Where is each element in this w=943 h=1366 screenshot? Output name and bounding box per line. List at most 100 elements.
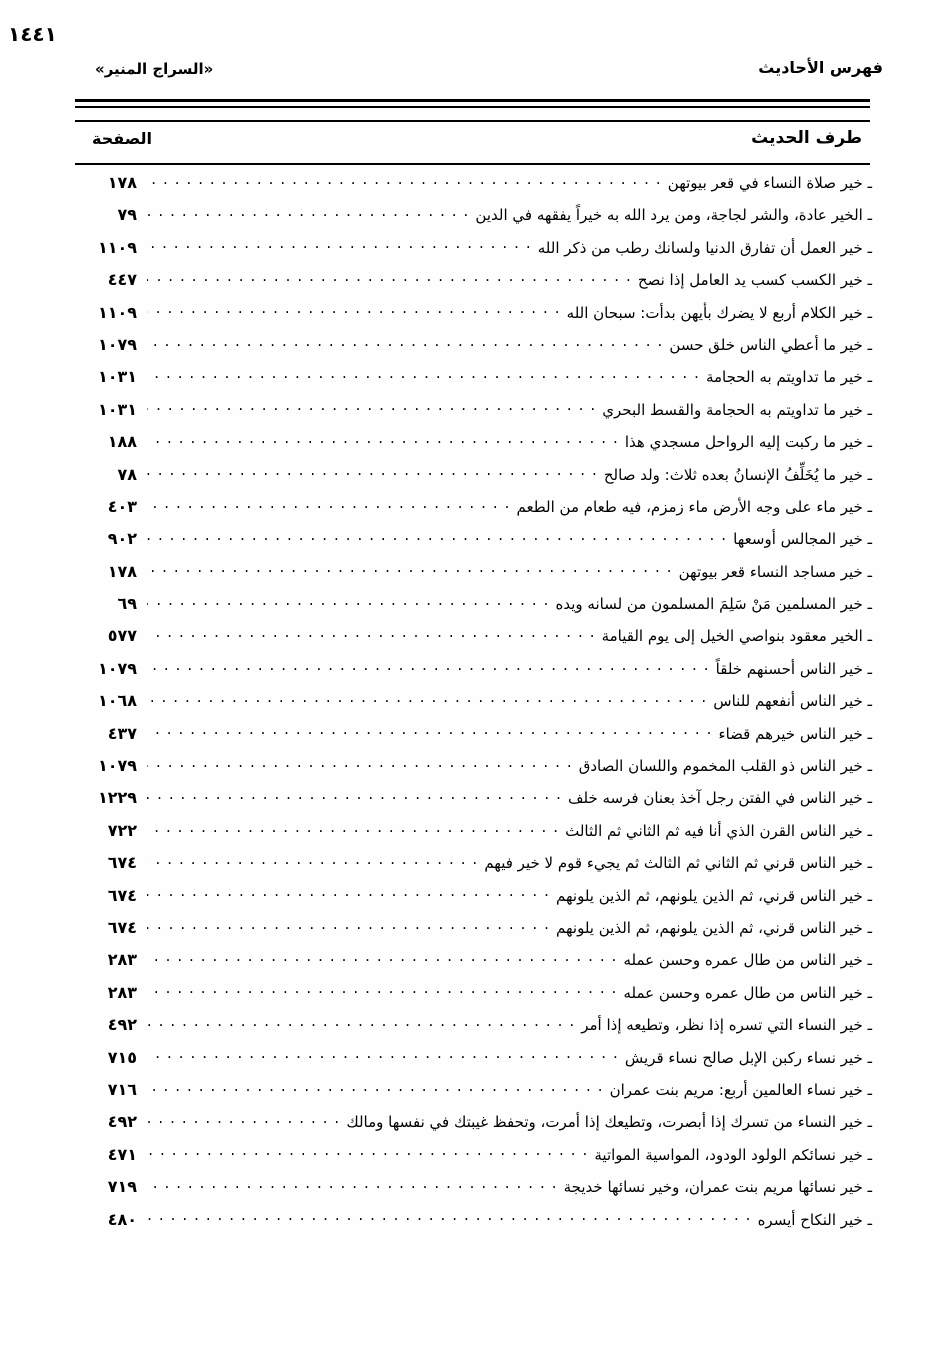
index-entry-row: ـ خير الناس خيرهم قضاء ٤٣٧ <box>75 723 875 755</box>
dot-leader <box>147 172 662 188</box>
dot-leader <box>147 334 663 350</box>
index-entry-row: ـ خير مساجد النساء قعر بيوتهن ١٧٨ <box>75 561 875 593</box>
index-entry-page-number: ٢٨٣ <box>107 982 137 1002</box>
dot-leader <box>147 690 707 706</box>
index-entry-page-number: ٦٧٤ <box>107 917 137 937</box>
index-entry-row: ـ خير ما يُخَلِّفُ الإنسانُ بعده ثلاث: و… <box>75 464 875 496</box>
column-header-page: الصفحة <box>92 129 153 148</box>
index-entry-hadith-text: ـ خير الناس من طال عمره وحسن عمله <box>623 951 872 970</box>
index-entry-hadith-text: ـ خير نسائكم الولود الودود، المواسية الم… <box>594 1145 872 1164</box>
table-column-headers: طرف الحديث الصفحة <box>75 128 870 158</box>
index-entry-page-number: ١٧٨ <box>107 173 137 192</box>
index-entry-hadith-text: ـ خير الناس القرن الذي أنا فيه ثم الثاني… <box>565 821 872 840</box>
index-entry-hadith-text: ـ خير الناس قرني ثم الثاني ثم الثالث ثم … <box>484 854 872 873</box>
index-entry-page-number: ١٢٢٩ <box>97 788 137 808</box>
dot-leader <box>147 1209 752 1225</box>
index-entry-row: ـ خير المسلمين مَنْ سَلِمَ المسلمون من ل… <box>75 593 875 625</box>
index-entry-page-number: ٤٩٢ <box>107 1015 137 1035</box>
index-entry-page-number: ١١٠٩ <box>97 237 137 257</box>
index-entry-hadith-text: ـ الخير عادة، والشر لجاجة، ومن يرد الله … <box>475 206 872 225</box>
index-entry-hadith-text: ـ خير المجالس أوسعها <box>733 530 872 549</box>
index-entry-row: ـ خير ما أعطي الناس خلق حسن ١٠٧٩ <box>75 334 875 366</box>
index-entry-page-number: ٦٩ <box>117 594 137 614</box>
dot-leader <box>147 787 562 803</box>
index-entry-hadith-text: ـ خير الكلام أربع لا يضرك بأيهن بدأت: سب… <box>566 303 872 322</box>
header-rule-second <box>75 106 870 108</box>
index-entry-row: ـ خير الناس قرني، ثم الذين يلونهم، ثم ال… <box>75 917 875 949</box>
index-entry-page-number: ٤٩٢ <box>107 1112 137 1132</box>
dot-leader <box>147 593 550 609</box>
index-entry-row: ـ خير الناس قرني، ثم الذين يلونهم، ثم ال… <box>75 885 875 917</box>
dot-leader <box>147 237 532 253</box>
index-entry-hadith-text: ـ خير ما يُخَلِّفُ الإنسانُ بعده ثلاث: و… <box>603 465 872 484</box>
index-entry-hadith-text: ـ خير نسائها مريم بنت عمران، وخير نسائها… <box>563 1178 872 1197</box>
index-entry-page-number: ٤٤٧ <box>107 270 137 290</box>
index-entry-row: ـ خير الناس من طال عمره وحسن عمله ٢٨٣ <box>75 949 875 981</box>
index-entry-hadith-text: ـ خير ما تداويتم به الحجامة والقسط البحر… <box>602 400 872 419</box>
index-entry-row: ـ خير نسائها مريم بنت عمران، وخير نسائها… <box>75 1176 875 1208</box>
index-entry-row: ـ خير العمل أن تفارق الدنيا ولسانك رطب م… <box>75 237 875 269</box>
dot-leader <box>147 1079 604 1095</box>
index-entry-hadith-text: ـ خير النكاح أيسره <box>757 1210 872 1229</box>
index-entry-page-number: ٤٧١ <box>107 1144 137 1164</box>
index-entry-page-number: ١٧٨ <box>107 561 137 581</box>
index-entry-hadith-text: ـ خير النساء من تسرك إذا أبصرت، وتطيعك إ… <box>346 1113 872 1132</box>
index-entry-page-number: ٩٠٢ <box>107 529 137 549</box>
dot-leader <box>147 528 727 544</box>
index-entry-row: ـ خير الناس في الفتن رجل آخذ بعنان فرسه … <box>75 787 875 819</box>
index-entry-page-number: ٥٧٧ <box>107 626 137 646</box>
index-entry-page-number: ٤٣٧ <box>107 723 137 743</box>
index-entry-hadith-text: ـ خير ما ركبت إليه الرواحل مسجدي هذا <box>624 433 872 452</box>
running-head: فهرس الأحاديث «السراج المنير» <box>40 58 903 92</box>
dot-leader <box>147 949 617 965</box>
index-entry-page-number: ٧١٦ <box>107 1079 137 1099</box>
dot-leader <box>147 625 596 641</box>
dot-leader <box>147 204 469 220</box>
column-header-hadith: طرف الحديث <box>751 128 862 148</box>
dot-leader <box>147 917 550 933</box>
dot-leader <box>147 561 673 577</box>
dot-leader <box>147 496 511 512</box>
index-entry-row: ـ الخير عادة، والشر لجاجة، ومن يرد الله … <box>75 204 875 236</box>
index-entry-page-number: ٧٨ <box>117 464 137 484</box>
index-entry-row: ـ خير ما ركبت إليه الرواحل مسجدي هذا ١٨٨ <box>75 431 875 463</box>
dot-leader <box>147 852 478 868</box>
index-entry-hadith-text: ـ خير المسلمين مَنْ سَلِمَ المسلمون من ل… <box>555 595 873 614</box>
index-entry-page-number: ٧١٥ <box>107 1047 137 1067</box>
index-entry-row: ـ خير صلاة النساء في قعر بيوتهن ١٧٨ <box>75 172 875 204</box>
index-entry-row: ـ خير ما تداويتم به الحجامة والقسط البحر… <box>75 399 875 431</box>
index-entry-hadith-text: ـ الخير معقود بنواصي الخيل إلى يوم القيا… <box>601 627 872 646</box>
index-entry-page-number: ١٠٣١ <box>97 399 137 419</box>
index-entry-hadith-text: ـ خير ما تداويتم به الحجامة <box>705 368 872 387</box>
index-entry-row: ـ خير نساء ركبن الإبل صالح نساء قريش ٧١٥ <box>75 1047 875 1079</box>
index-entry-hadith-text: ـ خير الناس خيرهم قضاء <box>718 724 872 743</box>
index-entry-hadith-text: ـ خير ماء على وجه الأرض ماء زمزم، فيه طع… <box>516 497 872 516</box>
index-entry-hadith-text: ـ خير الناس أنفعهم للناس <box>713 692 872 711</box>
index-entry-page-number: ١٠٧٩ <box>97 334 137 354</box>
index-entry-row: ـ خير الناس من طال عمره وحسن عمله ٢٨٣ <box>75 982 875 1014</box>
index-entry-page-number: ٧٢٢ <box>107 820 137 840</box>
index-entry-hadith-text: ـ خير ما أعطي الناس خلق حسن <box>669 335 872 354</box>
index-entry-page-number: ١٠٧٩ <box>97 756 137 776</box>
index-entry-hadith-text: ـ خير الناس في الفتن رجل آخذ بعنان فرسه … <box>567 789 872 808</box>
header-rule-bottom <box>75 163 870 165</box>
index-entry-hadith-text: ـ خير صلاة النساء في قعر بيوتهن <box>667 174 872 192</box>
index-entry-hadith-text: ـ خير الناس قرني، ثم الذين يلونهم، ثم ال… <box>556 886 872 905</box>
index-entry-page-number: ٦٧٤ <box>107 885 137 905</box>
index-entry-page-number: ١٨٨ <box>107 432 137 452</box>
index-entry-row: ـ خير ما تداويتم به الحجامة ١٠٣١ <box>75 366 875 398</box>
index-entry-row: ـ خير الكلام أربع لا يضرك بأيهن بدأت: سب… <box>75 302 875 334</box>
dot-leader <box>147 1014 575 1030</box>
index-entry-page-number: ١٠٧٩ <box>97 658 137 678</box>
dot-leader <box>147 982 617 998</box>
dot-leader <box>147 366 700 382</box>
dot-leader <box>147 399 596 415</box>
index-entry-page-number: ١٠٣١ <box>97 367 137 387</box>
index-entry-row: ـ الخير معقود بنواصي الخيل إلى يوم القيا… <box>75 625 875 657</box>
dot-leader <box>147 820 559 836</box>
index-entry-row: ـ خير الناس القرن الذي أنا فيه ثم الثاني… <box>75 820 875 852</box>
header-rule-top <box>75 99 870 102</box>
index-entry-row: ـ خير ماء على وجه الأرض ماء زمزم، فيه طع… <box>75 496 875 528</box>
index-entry-row: ـ خير النساء التي تسره إذا نظر، وتطيعه إ… <box>75 1014 875 1046</box>
dot-leader <box>147 1176 558 1192</box>
